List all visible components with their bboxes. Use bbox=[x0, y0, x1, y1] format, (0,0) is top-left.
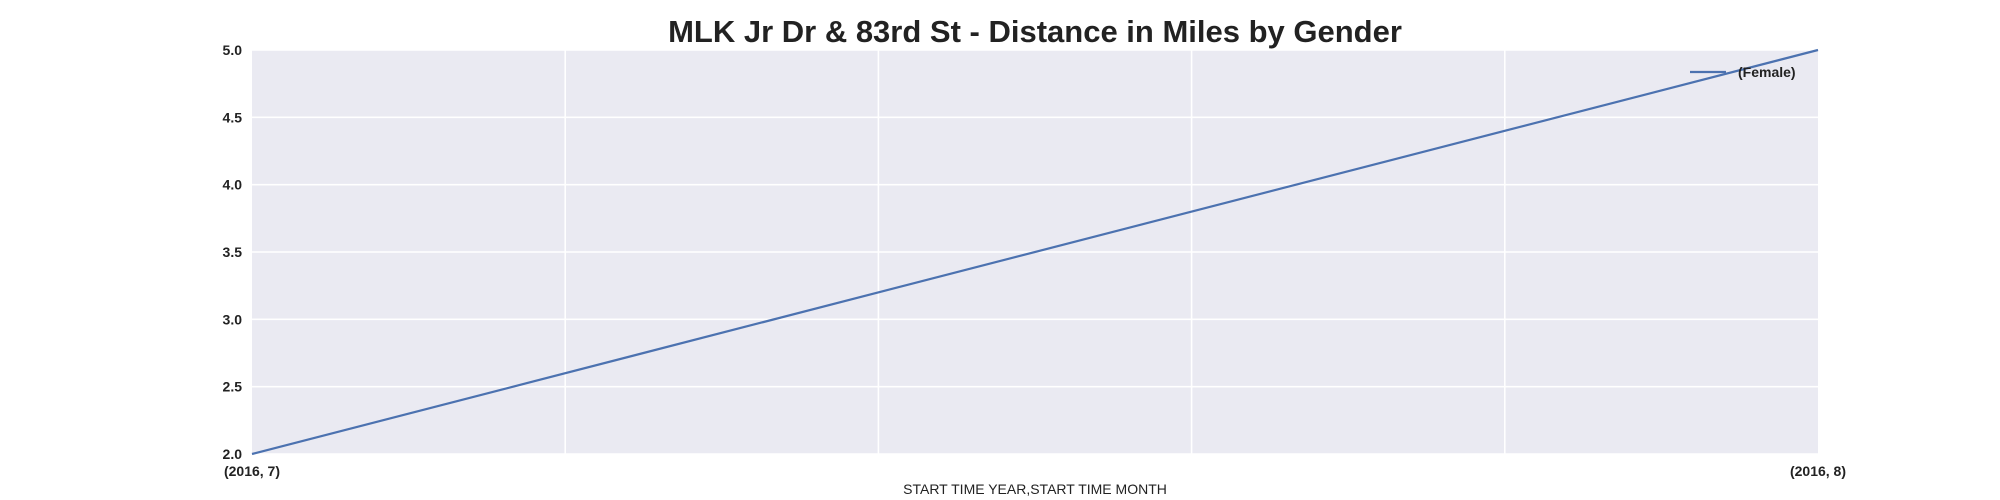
y-tick-label: 2.5 bbox=[223, 379, 243, 395]
legend-label: (Female) bbox=[1738, 64, 1796, 80]
y-tick-label: 2.0 bbox=[223, 446, 243, 462]
x-tick-label: (2016, 7) bbox=[224, 463, 280, 479]
legend: (Female) bbox=[1690, 64, 1796, 80]
series-line bbox=[251, 48, 1819, 456]
y-tick-label: 3.5 bbox=[223, 244, 243, 260]
y-axis-ticks: 2.0 2.5 3.0 3.5 4.0 4.5 5.0 bbox=[223, 42, 243, 462]
y-tick-label: 3.0 bbox=[223, 311, 243, 327]
x-axis-label: START TIME YEAR,START TIME MONTH bbox=[903, 481, 1167, 497]
chart-title: MLK Jr Dr & 83rd St - Distance in Miles … bbox=[668, 14, 1402, 49]
y-tick-label: 4.5 bbox=[223, 109, 243, 125]
series-layer bbox=[251, 48, 1819, 456]
x-axis-ticks: (2016, 7) (2016, 8) bbox=[224, 463, 1846, 479]
x-tick-label: (2016, 8) bbox=[1790, 463, 1846, 479]
grid-lines bbox=[252, 49, 1818, 455]
y-tick-label: 4.0 bbox=[223, 177, 243, 193]
y-tick-label: 5.0 bbox=[223, 42, 243, 58]
